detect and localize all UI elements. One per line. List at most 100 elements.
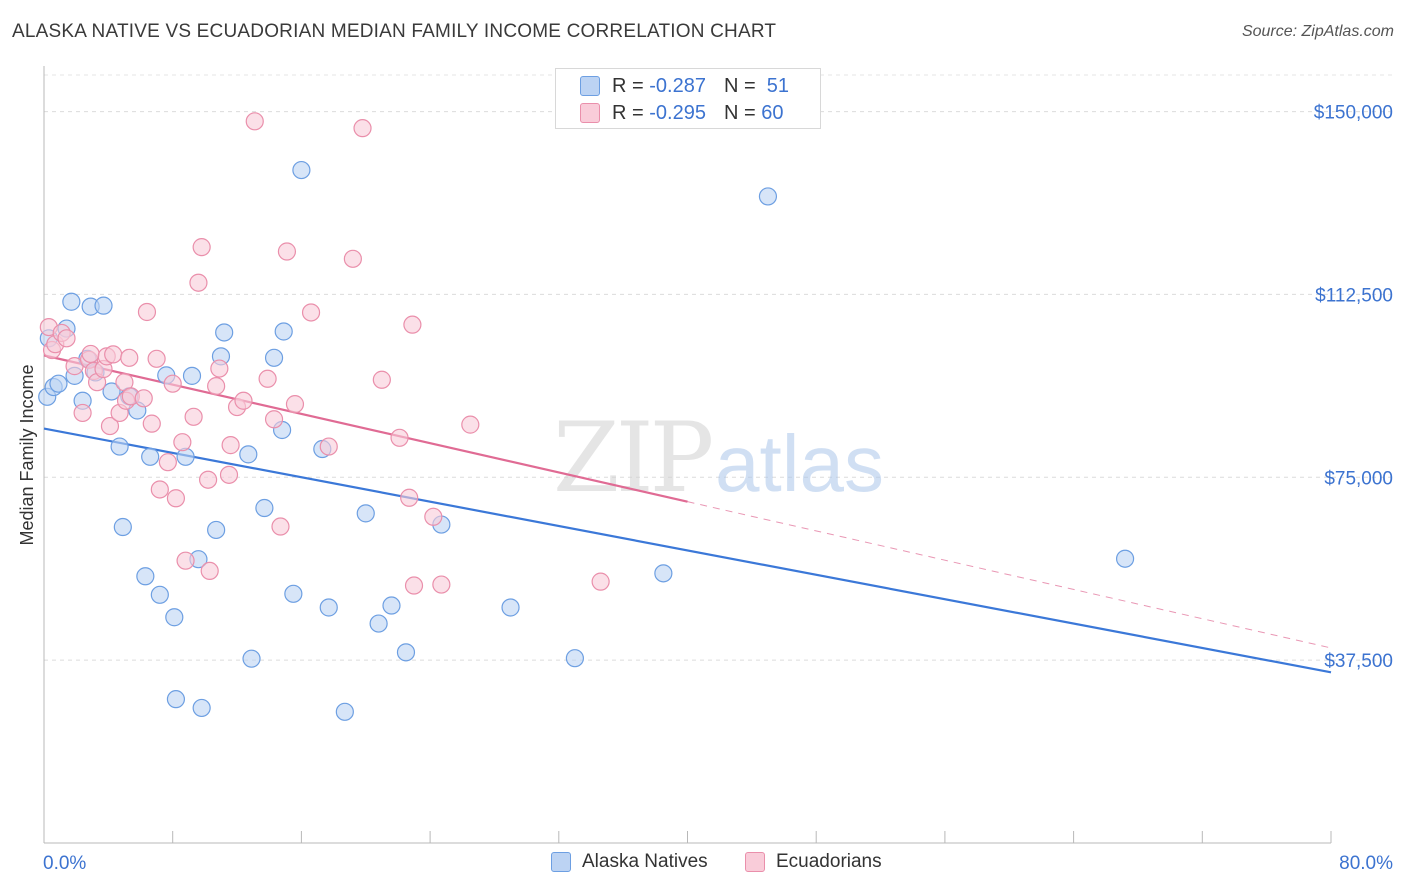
legend-label-ecuadorians: Ecuadorians xyxy=(776,851,882,872)
alaska-natives-point xyxy=(239,445,258,464)
ecuadorians-point xyxy=(404,576,424,595)
alaska-natives-point xyxy=(396,643,416,662)
alaska-natives-point xyxy=(319,598,338,617)
legend-row-alaska: R = -0.287 N = 51 xyxy=(580,74,789,98)
ecuadorians-point xyxy=(147,349,166,368)
r-label: R = xyxy=(612,74,644,97)
ecuadorians-point xyxy=(173,433,192,452)
ecuadorians-point xyxy=(210,359,229,378)
ecuadorians-point xyxy=(271,517,290,536)
ecuadorians-point xyxy=(258,369,277,388)
watermark-atlas: atlas xyxy=(715,419,884,508)
ecuadorians-point xyxy=(264,410,284,429)
ecuadorians-point xyxy=(277,242,297,261)
ecuadorians-point xyxy=(184,407,203,426)
alaska-natives-point xyxy=(284,584,303,603)
ecuadorians-point xyxy=(120,348,139,367)
alaska-natives-point xyxy=(369,614,388,633)
alaska-natives-point xyxy=(207,520,226,540)
alaska-natives-point xyxy=(565,649,584,668)
ecuadorians-point xyxy=(432,575,451,594)
ecuadorians-point xyxy=(301,303,321,322)
source-credit: Source: ZipAtlas.com xyxy=(1241,23,1394,40)
ecuadorians-point xyxy=(234,391,253,410)
trend-line-alaska-natives xyxy=(43,427,1332,674)
alaska-natives-point xyxy=(62,292,81,311)
alaska-natives-point xyxy=(382,596,401,615)
n-label: N = xyxy=(723,74,756,97)
alaska-natives-point xyxy=(356,504,375,523)
ecuadorians-point xyxy=(176,551,195,570)
ecuadorians-point xyxy=(403,315,422,334)
alaska-natives-point xyxy=(242,649,261,668)
alaska-natives-swatch xyxy=(551,852,571,872)
ecuadorians-point xyxy=(104,345,123,364)
ecuadorians-point xyxy=(142,414,161,433)
alaska-natives-point xyxy=(141,447,160,466)
legend-item-ecuadorians[interactable]: Ecuadorians xyxy=(745,851,882,873)
alaska-swatch xyxy=(580,76,600,96)
ecuadorians-point xyxy=(100,416,120,436)
alaska-natives-point xyxy=(165,608,184,627)
alaska-natives-point xyxy=(335,702,354,721)
x-tick-label-min: 0.0% xyxy=(43,853,86,874)
alaska-natives-point xyxy=(192,698,211,718)
ecuadorians-point xyxy=(372,370,391,389)
alaska-natives-point xyxy=(215,323,234,342)
ecuadorian-swatch xyxy=(580,103,600,123)
y-tick-label: $112,500 xyxy=(1315,285,1393,306)
ecuadorians-point xyxy=(285,395,305,414)
alaska-natives-point xyxy=(136,567,155,586)
ecuadorians-point xyxy=(591,572,610,591)
legend-label-alaska-natives: Alaska Natives xyxy=(582,851,708,872)
ecuadorians-swatch xyxy=(745,852,765,872)
alaska-natives-point xyxy=(110,437,129,456)
alaska-natives-point xyxy=(166,690,186,709)
ecuadorians-point xyxy=(319,437,338,456)
ecuadorians-point xyxy=(198,470,218,489)
trend-line-ecuadorians-extension xyxy=(687,501,1332,649)
correlation-legend: R = -0.287 N = 51 R = -0.295 N = 60 xyxy=(555,68,821,129)
alaska-natives-point xyxy=(255,498,274,518)
ecuadorians-point xyxy=(189,273,208,292)
ecuadorians-point xyxy=(461,415,480,434)
alaska-natives-point xyxy=(150,585,169,604)
ecuadorians-point xyxy=(57,329,76,348)
y-tick-label: $75,000 xyxy=(1324,468,1393,489)
ecuadorians-point xyxy=(219,465,239,484)
alaska-natives-point xyxy=(758,187,778,206)
n-value-ecuadorian: 60 xyxy=(761,101,784,124)
alaska-natives-point xyxy=(654,564,673,583)
r-value-alaska: -0.287 xyxy=(649,74,706,97)
r-value-ecuadorian: -0.295 xyxy=(649,101,706,124)
ecuadorians-point xyxy=(221,436,240,455)
legend-item-alaska-natives[interactable]: Alaska Natives xyxy=(551,851,708,873)
alaska-natives-point xyxy=(49,374,68,393)
ecuadorians-point xyxy=(207,377,226,396)
alaska-natives-point xyxy=(1115,549,1135,568)
alaska-natives-point xyxy=(102,382,121,401)
r-label: R = xyxy=(612,101,644,124)
alaska-natives-point xyxy=(94,296,113,315)
y-axis-label: Median Family Income xyxy=(17,364,37,545)
ecuadorians-point xyxy=(200,561,219,581)
alaska-natives-point xyxy=(292,160,311,180)
alaska-natives-point xyxy=(274,322,293,341)
watermark-zip: ZIP xyxy=(553,402,712,514)
ecuadorians-point xyxy=(137,302,157,322)
ecuadorians-point xyxy=(134,389,153,408)
alaska-natives-point xyxy=(182,366,202,385)
ecuadorians-point xyxy=(400,488,419,507)
legend-row-ecuadorian: R = -0.295 N = 60 xyxy=(580,101,783,125)
n-label: N = xyxy=(723,101,756,124)
ecuadorians-point xyxy=(343,249,362,268)
ecuadorians-point xyxy=(424,507,443,526)
ecuadorians-point xyxy=(150,480,169,499)
ecuadorians-point xyxy=(81,344,100,364)
ecuadorians-point xyxy=(163,374,182,393)
y-tick-label: $150,000 xyxy=(1314,103,1393,124)
x-tick-label-max: 80.0% xyxy=(1339,853,1393,874)
ecuadorians-point xyxy=(158,453,177,472)
ecuadorians-point xyxy=(192,238,211,257)
series-legend: Alaska Natives Ecuadorians xyxy=(0,851,1406,877)
